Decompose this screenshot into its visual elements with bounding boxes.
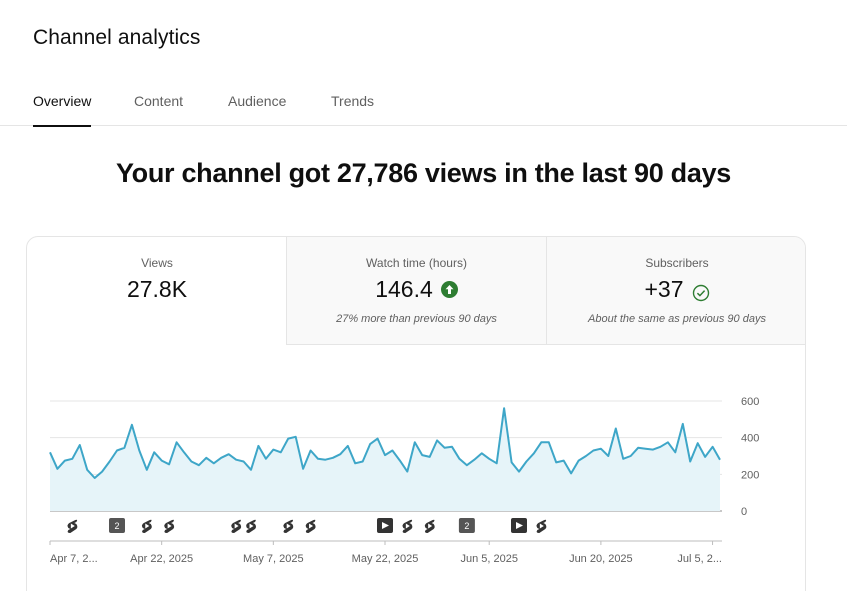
metric-tabs: Views 27.8K Watch time (hours) 146.4 27%… (27, 237, 805, 345)
tab-content[interactable]: Content (134, 93, 184, 109)
metric-views-value: 27.8K (27, 276, 287, 303)
tab-audience[interactable]: Audience (228, 93, 287, 109)
page-title: Channel analytics (33, 26, 201, 49)
headline: Your channel got 27,786 views in the las… (115, 158, 732, 188)
metric-subscribers-number: +37 (644, 276, 684, 302)
metric-subscribers[interactable]: Subscribers +37 About the same as previo… (546, 237, 805, 345)
analytics-card: Views 27.8K Watch time (hours) 146.4 27%… (26, 236, 806, 591)
metric-watch-time-number: 146.4 (375, 276, 433, 302)
metric-subscribers-label: Subscribers (645, 256, 709, 270)
metric-views[interactable]: Views 27.8K (27, 237, 287, 345)
tab-bar: Overview Content Audience Trends (0, 80, 847, 127)
tab-overview[interactable]: Overview (33, 93, 92, 127)
metric-views-label: Views (141, 256, 173, 270)
metric-views-number: 27.8K (126, 276, 188, 302)
tab-trends[interactable]: Trends (331, 93, 375, 109)
metric-watch-time[interactable]: Watch time (hours) 146.4 27% more than p… (286, 237, 546, 345)
arrow-up-icon (440, 281, 458, 298)
metric-watch-time-comparison: 27% more than previous 90 days (336, 313, 497, 325)
metric-subscribers-comparison: About the same as previous 90 days (588, 313, 766, 325)
metric-subscribers-value: +37 (547, 276, 805, 303)
check-circle-icon (692, 281, 710, 301)
metric-watch-time-label: Watch time (hours) (366, 256, 467, 270)
metric-watch-time-value: 146.4 (287, 276, 546, 303)
